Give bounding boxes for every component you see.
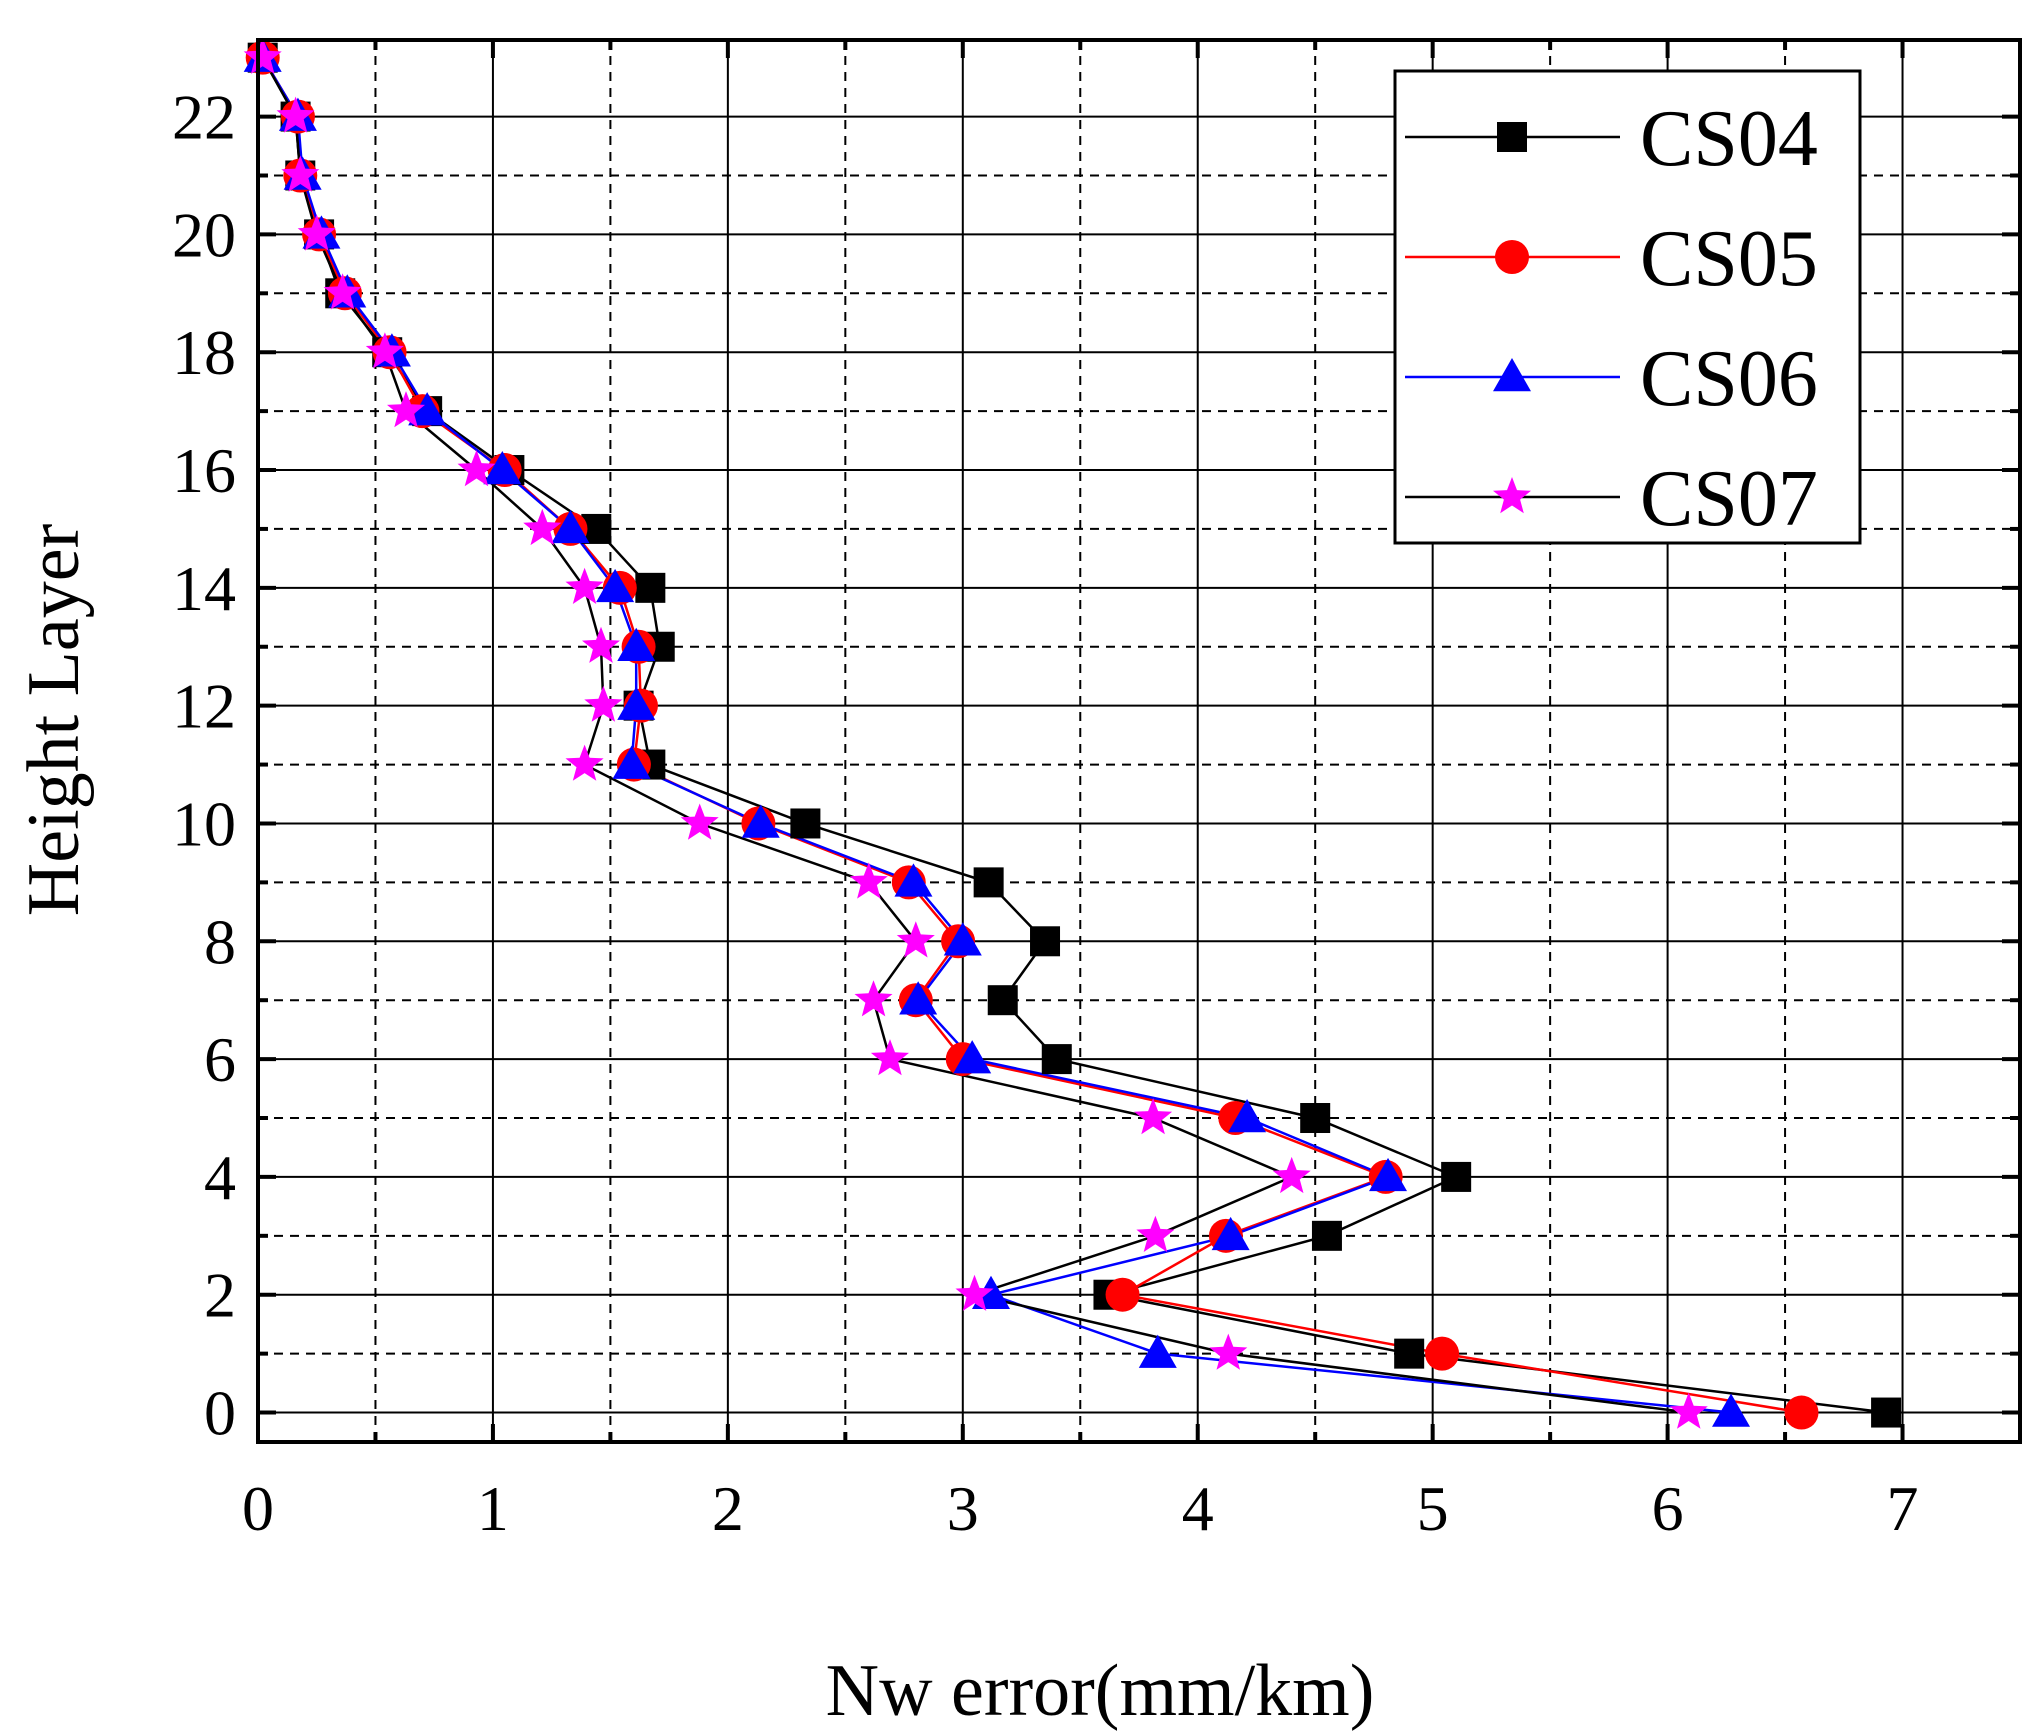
data-point-cs07 <box>854 980 893 1017</box>
data-point-cs07 <box>457 450 496 487</box>
data-point-cs07 <box>849 862 888 899</box>
data-point-cs04 <box>987 985 1018 1016</box>
legend-label-cs06: CS06 <box>1640 335 1818 423</box>
legend-label-cs04: CS04 <box>1640 95 1818 183</box>
data-point-cs05 <box>1105 1277 1140 1312</box>
data-point-cs04 <box>1041 1044 1072 1075</box>
data-point-cs04 <box>1030 926 1061 957</box>
data-point-cs04 <box>1441 1161 1472 1192</box>
x-tick-label: 5 <box>1417 1473 1449 1544</box>
data-point-cs07 <box>680 803 719 840</box>
data-point-cs07 <box>1209 1333 1248 1370</box>
x-tick-label: 0 <box>242 1473 274 1544</box>
data-point-cs07 <box>1272 1156 1311 1194</box>
data-point-cs05 <box>1784 1395 1819 1430</box>
data-point-cs06 <box>899 981 938 1015</box>
data-point-cs06 <box>612 745 651 779</box>
data-point-cs07 <box>955 1274 994 1311</box>
data-point-cs06 <box>1211 1216 1250 1251</box>
y-tick-label: 8 <box>204 906 236 977</box>
y-tick-label: 16 <box>172 435 236 506</box>
x-tick-label: 3 <box>947 1473 979 1544</box>
data-point-cs07 <box>565 744 604 781</box>
data-point-cs06 <box>741 804 780 838</box>
data-point-cs06 <box>894 863 933 897</box>
data-point-cs07 <box>297 214 336 251</box>
data-point-cs07 <box>896 921 935 958</box>
data-point-cs07 <box>281 155 320 192</box>
data-point-cs06 <box>617 627 656 661</box>
data-point-cs06 <box>943 922 982 956</box>
data-point-cs04 <box>635 572 666 603</box>
legend-marker-cs07 <box>1493 477 1531 514</box>
data-point-cs04 <box>1311 1220 1342 1251</box>
data-point-cs07 <box>870 1039 909 1076</box>
x-axis-title: Nw error(mm/km) <box>826 1650 1375 1732</box>
data-point-cs07 <box>584 685 623 722</box>
data-point-cs06 <box>1712 1393 1751 1427</box>
data-point-cs07 <box>1134 1098 1173 1135</box>
data-point-cs04 <box>1300 1103 1331 1134</box>
x-tick-label: 1 <box>477 1473 509 1544</box>
data-point-cs06 <box>596 568 635 603</box>
legend-box <box>1393 69 1862 545</box>
y-tick-label: 18 <box>172 317 236 388</box>
plot-area-frame <box>256 38 2022 1444</box>
data-point-cs07 <box>565 567 604 604</box>
y-tick-label: 4 <box>204 1142 236 1213</box>
data-point-cs06 <box>1369 1157 1408 1192</box>
x-tick-label: 4 <box>1182 1473 1214 1544</box>
y-tick-label: 20 <box>172 199 236 270</box>
data-point-cs06 <box>1228 1099 1267 1133</box>
legend-items: CS04 CS05 CS06 CS07 <box>1405 95 1818 543</box>
y-tick-label: 6 <box>204 1024 236 1095</box>
y-tick-label: 2 <box>204 1260 236 1331</box>
data-point-cs07 <box>582 626 620 663</box>
legend-label-cs07: CS07 <box>1640 455 1818 543</box>
axis-ticks <box>256 40 2020 1442</box>
legend-marker-cs06 <box>1493 358 1531 392</box>
legend-marker-cs04 <box>1497 122 1527 152</box>
data-point-cs04 <box>1394 1338 1425 1369</box>
y-axis-tick-labels: 0 2 4 6 8 10 12 14 16 18 20 22 <box>172 82 236 1449</box>
y-tick-label: 14 <box>172 553 236 624</box>
data-point-cs06 <box>617 686 656 720</box>
legend-marker-cs05 <box>1495 240 1529 274</box>
data-point-cs07 <box>523 508 562 546</box>
x-axis-tick-labels: 0 1 2 3 4 5 6 7 <box>242 1473 1919 1544</box>
y-axis-title: Height Layer <box>13 524 95 916</box>
x-tick-label: 7 <box>1887 1473 1919 1544</box>
y-tick-label: 10 <box>172 788 236 859</box>
data-point-cs06 <box>408 392 447 426</box>
data-point-cs04 <box>1871 1397 1902 1428</box>
x-tick-label: 2 <box>712 1473 744 1544</box>
data-point-cs07 <box>1669 1392 1708 1429</box>
data-point-cs07 <box>365 332 404 369</box>
y-tick-label: 22 <box>172 82 236 153</box>
data-point-cs07 <box>1136 1215 1175 1252</box>
data-point-cs04 <box>790 808 821 839</box>
data-point-cs07 <box>243 37 282 74</box>
data-point-cs06 <box>551 509 590 544</box>
y-tick-label: 12 <box>172 671 236 742</box>
legend: CS04 CS05 CS06 CS07 <box>1393 69 1862 545</box>
data-point-cs07 <box>323 273 362 310</box>
x-tick-label: 6 <box>1652 1473 1684 1544</box>
data-point-cs04 <box>973 867 1004 898</box>
y-tick-label: 0 <box>204 1378 236 1449</box>
data-point-cs06 <box>953 1040 992 1074</box>
data-point-cs07 <box>276 96 315 133</box>
legend-label-cs05: CS05 <box>1640 215 1818 303</box>
data-point-cs07 <box>387 391 425 428</box>
data-point-cs06 <box>483 451 522 485</box>
data-point-cs06 <box>1138 1334 1177 1368</box>
data-point-cs05 <box>1425 1336 1460 1371</box>
plot-series-markers <box>243 37 1902 1430</box>
